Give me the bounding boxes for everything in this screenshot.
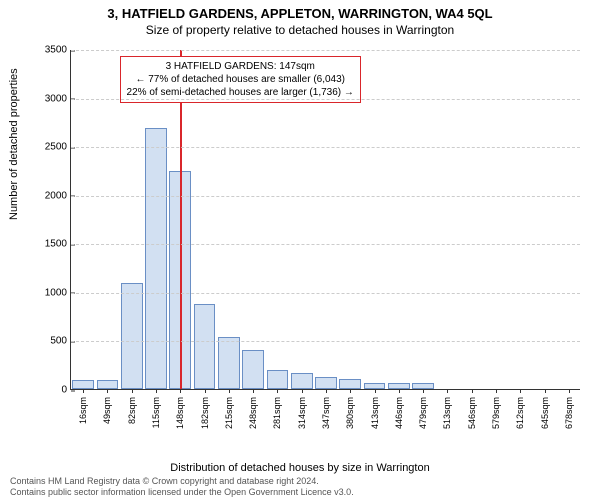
x-tick: 678sqm xyxy=(564,395,574,429)
bar xyxy=(291,373,313,389)
x-tick: 281sqm xyxy=(272,395,282,429)
bar xyxy=(194,304,216,389)
x-tick-mark xyxy=(277,389,278,393)
x-tick: 148sqm xyxy=(175,395,185,429)
bar xyxy=(121,283,143,389)
y-tick: 500 xyxy=(31,336,71,347)
grid-line xyxy=(71,244,580,245)
footer-line1: Contains HM Land Registry data © Crown c… xyxy=(10,476,354,487)
chart-subtitle: Size of property relative to detached ho… xyxy=(0,21,600,41)
bar xyxy=(145,128,167,389)
x-tick-mark xyxy=(302,389,303,393)
x-tick: 612sqm xyxy=(515,395,525,429)
x-tick-mark xyxy=(399,389,400,393)
y-tick: 3500 xyxy=(31,45,71,56)
plot-area: 3 HATFIELD GARDENS: 147sqm ← 77% of deta… xyxy=(70,50,580,390)
grid-line xyxy=(71,341,580,342)
x-tick: 182sqm xyxy=(200,395,210,429)
y-tick: 2000 xyxy=(31,190,71,201)
x-tick-mark xyxy=(107,389,108,393)
grid-line xyxy=(71,50,580,51)
bar xyxy=(218,337,240,389)
annotation-box: 3 HATFIELD GARDENS: 147sqm ← 77% of deta… xyxy=(120,56,361,103)
x-tick: 16sqm xyxy=(78,395,88,424)
y-tick: 3000 xyxy=(31,93,71,104)
x-tick-mark xyxy=(375,389,376,393)
x-tick-mark xyxy=(520,389,521,393)
x-tick: 546sqm xyxy=(467,395,477,429)
grid-line xyxy=(71,99,580,100)
x-tick-mark xyxy=(496,389,497,393)
x-tick-mark xyxy=(132,389,133,393)
x-tick-mark xyxy=(350,389,351,393)
bar xyxy=(97,380,119,389)
grid-line xyxy=(71,147,580,148)
x-tick: 513sqm xyxy=(442,395,452,429)
x-tick-mark xyxy=(423,389,424,393)
x-tick: 413sqm xyxy=(370,395,380,429)
x-tick: 380sqm xyxy=(345,395,355,429)
bar xyxy=(242,350,264,389)
annotation-line2: ← 77% of detached houses are smaller (6,… xyxy=(127,73,354,86)
x-tick-mark xyxy=(472,389,473,393)
x-tick-mark xyxy=(545,389,546,393)
x-tick-mark xyxy=(569,389,570,393)
x-tick-mark xyxy=(83,389,84,393)
x-tick: 579sqm xyxy=(491,395,501,429)
y-tick: 1500 xyxy=(31,239,71,250)
x-tick: 82sqm xyxy=(127,395,137,424)
x-tick-mark xyxy=(326,389,327,393)
x-tick: 314sqm xyxy=(297,395,307,429)
x-tick-mark xyxy=(447,389,448,393)
x-tick-mark xyxy=(229,389,230,393)
x-tick-mark xyxy=(156,389,157,393)
x-tick: 248sqm xyxy=(248,395,258,429)
x-tick: 347sqm xyxy=(321,395,331,429)
chart-title: 3, HATFIELD GARDENS, APPLETON, WARRINGTO… xyxy=(0,0,600,21)
grid-line xyxy=(71,196,580,197)
annotation-line3: 22% of semi-detached houses are larger (… xyxy=(127,86,354,99)
x-tick: 479sqm xyxy=(418,395,428,429)
grid-line xyxy=(71,293,580,294)
bar xyxy=(339,379,361,389)
x-tick: 49sqm xyxy=(102,395,112,424)
y-axis-label: Number of detached properties xyxy=(8,68,20,220)
bar xyxy=(267,370,289,389)
y-tick: 0 xyxy=(31,385,71,396)
footer: Contains HM Land Registry data © Crown c… xyxy=(10,476,354,498)
footer-line2: Contains public sector information licen… xyxy=(10,487,354,498)
x-tick: 446sqm xyxy=(394,395,404,429)
bar xyxy=(315,377,337,389)
y-tick: 2500 xyxy=(31,142,71,153)
chart-container: 3, HATFIELD GARDENS, APPLETON, WARRINGTO… xyxy=(0,0,600,500)
annotation-line1: 3 HATFIELD GARDENS: 147sqm xyxy=(127,60,354,73)
x-tick-mark xyxy=(180,389,181,393)
bar xyxy=(72,380,94,389)
x-tick: 115sqm xyxy=(151,395,161,428)
x-axis-label: Distribution of detached houses by size … xyxy=(0,462,600,474)
x-tick: 645sqm xyxy=(540,395,550,429)
y-tick: 1000 xyxy=(31,287,71,298)
x-tick: 215sqm xyxy=(224,395,234,429)
x-tick-mark xyxy=(205,389,206,393)
x-tick-mark xyxy=(253,389,254,393)
